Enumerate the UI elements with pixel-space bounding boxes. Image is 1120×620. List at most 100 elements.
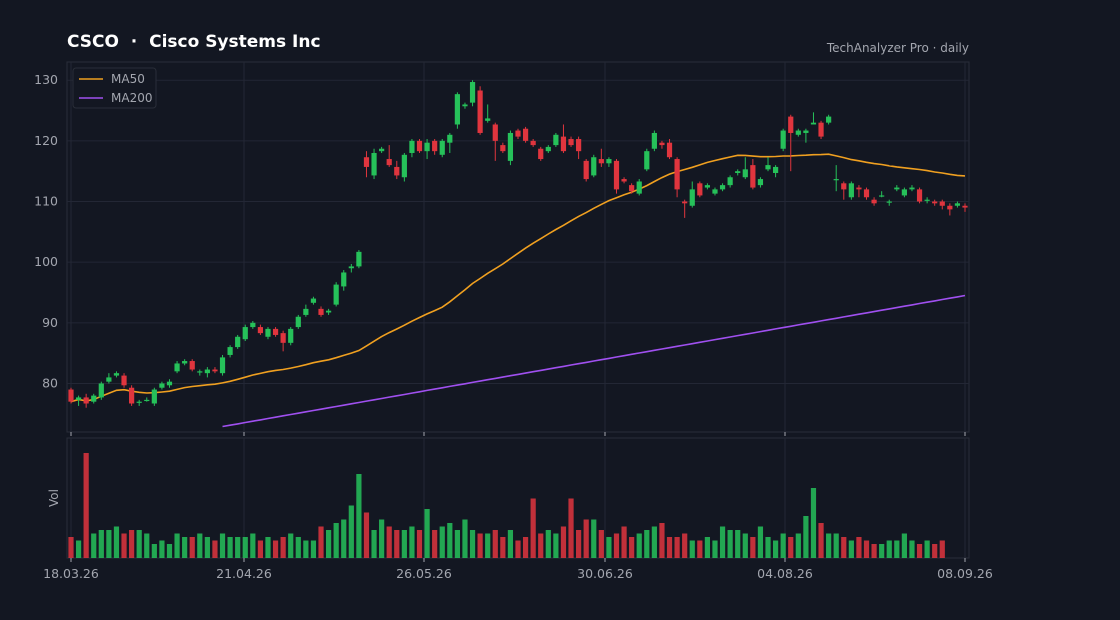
candle-body [159, 383, 165, 388]
volume-bar [576, 530, 582, 558]
volume-bar [818, 523, 824, 558]
volume-bar [863, 540, 870, 558]
candle-body [485, 118, 491, 121]
volume-bar [68, 537, 74, 558]
y-tick-label: 120 [34, 133, 58, 148]
candle-body [856, 187, 862, 190]
candle-body [659, 142, 665, 146]
volume-bar [826, 533, 832, 558]
volume-bar [129, 530, 135, 558]
candle-body [772, 166, 779, 173]
candle-body [598, 159, 604, 164]
volume-bar [879, 544, 885, 558]
candle-body [924, 199, 930, 201]
volume-bar [553, 533, 559, 558]
candle-body [765, 165, 771, 170]
volume-bar [871, 544, 877, 558]
candle-body [515, 130, 521, 137]
candle-body [841, 183, 847, 190]
candle-body [98, 383, 104, 398]
volume-bar [166, 544, 173, 558]
candle-body [371, 152, 377, 176]
candle-body [310, 298, 317, 303]
candle-body [666, 142, 673, 158]
volume-bar [810, 488, 817, 558]
volume-bar [212, 540, 218, 558]
volume-bar [113, 526, 120, 558]
legend: MA50 MA200 [72, 67, 157, 109]
volume-bar [356, 474, 362, 558]
volume-bar [272, 540, 279, 558]
x-tick-label: 21.04.26 [216, 566, 272, 581]
candle-body [401, 154, 407, 178]
ma50-line [70, 153, 966, 403]
volume-bar [924, 540, 930, 558]
volume-bar [257, 540, 264, 558]
candle-body [462, 104, 468, 107]
candle-body [780, 130, 786, 149]
candle-body [727, 177, 733, 186]
candle-body [697, 183, 703, 196]
candle-body [151, 389, 157, 404]
candle-body [636, 181, 642, 194]
volume-bar [772, 540, 779, 558]
candle-body [189, 361, 195, 370]
volume-bar [666, 537, 673, 558]
volume-bar [659, 523, 665, 558]
volume-bar [106, 530, 112, 558]
volume-bar [98, 530, 104, 558]
candle-body [606, 159, 612, 164]
volume-bar [932, 544, 938, 558]
candle-body [909, 187, 915, 190]
candle-body [538, 148, 544, 160]
volume-bar [469, 530, 476, 558]
candle-body [560, 136, 567, 152]
candle-body [363, 157, 370, 167]
candle-body [295, 316, 301, 328]
candle-body [288, 328, 294, 343]
volume-bar [727, 530, 733, 558]
volume-bar [621, 526, 627, 558]
volume-bar [394, 530, 400, 558]
y-tick-label: 80 [42, 375, 58, 390]
x-tick-label: 04.08.26 [757, 566, 813, 581]
volume-bar [939, 540, 945, 558]
candle-body [795, 130, 801, 135]
candle-body [272, 328, 279, 335]
volume-bar [401, 530, 407, 558]
volume-bar [386, 526, 392, 558]
volume-bar [530, 498, 536, 558]
volume-bar [136, 530, 142, 558]
volume-bar [735, 530, 741, 558]
volume-bar [303, 540, 309, 558]
candle-body [325, 310, 332, 313]
volume-bar [75, 540, 82, 558]
volume-bar [583, 519, 589, 558]
legend-ma200: MA200 [111, 91, 152, 105]
volume-bar [189, 537, 195, 558]
candle-body [174, 363, 180, 372]
volume-bar [765, 537, 771, 558]
volume-bar [856, 537, 862, 558]
candle-body [318, 308, 324, 315]
volume-bar [416, 530, 423, 558]
volume-bar [788, 537, 794, 558]
candle-body [894, 187, 900, 190]
volume-bar [629, 537, 635, 558]
volume-bar [651, 526, 657, 558]
candle-body [591, 157, 597, 176]
candle-body [682, 201, 688, 204]
volume-bar [439, 526, 445, 558]
volume-bar [886, 540, 892, 558]
volume-bar [318, 526, 324, 558]
volume-bar [485, 533, 491, 558]
volume-bar [757, 526, 764, 558]
candle-body [750, 165, 756, 188]
volume-bar [182, 537, 188, 558]
candle-body [674, 159, 680, 190]
x-tick-label: 18.03.26 [43, 566, 99, 581]
volume-bar [333, 523, 339, 558]
candle-body [629, 185, 635, 192]
volume-bar [507, 530, 514, 558]
candle-body [810, 122, 817, 125]
